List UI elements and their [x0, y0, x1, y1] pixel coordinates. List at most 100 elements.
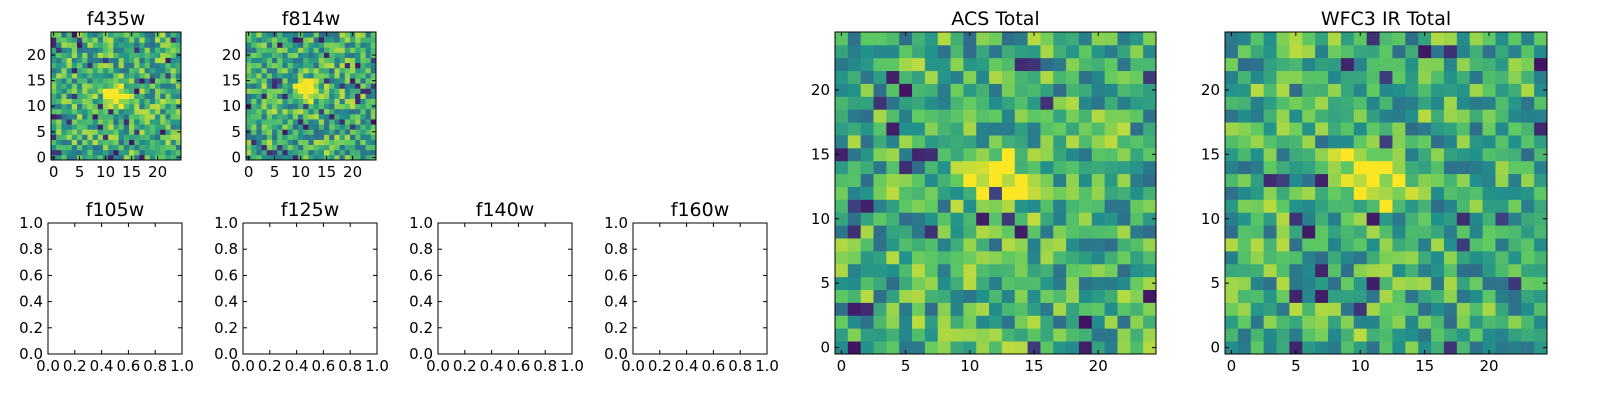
heatmap-cell — [886, 160, 900, 175]
heatmap-cell — [1482, 109, 1496, 123]
heatmap-cell — [1534, 199, 1548, 213]
heatmap-cell — [329, 149, 335, 156]
heatmap-cell — [1066, 328, 1080, 342]
heatmap-cell — [277, 67, 283, 74]
heatmap-cell — [344, 154, 351, 161]
heatmap-cell — [1469, 44, 1483, 59]
heatmap-cell — [92, 113, 99, 120]
heatmap-cell — [886, 122, 900, 136]
heatmap-cell — [1508, 341, 1522, 355]
heatmap-cell — [87, 67, 93, 74]
heatmap-cell — [292, 93, 299, 99]
heatmap-cell — [1392, 302, 1406, 316]
heatmap-cell — [365, 47, 372, 53]
heatmap-cell — [1521, 289, 1535, 303]
heatmap-cell — [899, 32, 913, 46]
heatmap-cell — [1482, 328, 1496, 342]
heatmap-cell — [1276, 212, 1290, 226]
heatmap-cell — [56, 52, 62, 58]
heatmap-cell — [1014, 122, 1028, 136]
heatmap-cell — [873, 250, 887, 265]
heatmap-cell — [1066, 341, 1080, 355]
heatmap-cell — [1521, 238, 1535, 252]
heatmap-cell — [87, 83, 93, 89]
heatmap-cell — [1014, 109, 1028, 123]
heatmap-cell — [266, 37, 273, 43]
heatmap-cell — [165, 108, 171, 115]
heatmap-cell — [1091, 32, 1106, 46]
heatmap-cell — [1405, 341, 1419, 355]
heatmap-cell — [1495, 289, 1509, 303]
heatmap-cell — [1521, 250, 1535, 265]
heatmap-cell — [303, 47, 309, 53]
heatmap-cell — [1143, 289, 1157, 303]
heatmap-cell — [266, 32, 273, 38]
heatmap-cell — [149, 52, 156, 58]
heatmap-cell — [1117, 57, 1131, 72]
heatmap-cell — [298, 42, 304, 48]
heatmap-cell — [1263, 122, 1277, 136]
heatmap-cell — [886, 135, 900, 149]
heatmap-cell — [1456, 70, 1471, 84]
heatmap-cell — [1340, 70, 1355, 84]
heatmap-cell — [847, 44, 862, 59]
heatmap-cell — [165, 113, 171, 120]
y-tick-label: 15 — [222, 72, 241, 90]
heatmap-cell — [123, 139, 130, 146]
heatmap-cell — [298, 139, 304, 146]
heatmap-cell — [87, 124, 93, 130]
heatmap-cell — [950, 44, 964, 59]
heatmap-cell — [370, 47, 377, 53]
heatmap-cell — [256, 139, 262, 146]
heatmap-cell — [66, 42, 73, 48]
heatmap-cell — [1117, 263, 1131, 278]
heatmap-cell — [87, 78, 93, 84]
heatmap-cell — [92, 47, 99, 53]
heatmap-cells-f435w — [51, 32, 182, 161]
heatmap-cell — [976, 186, 990, 200]
heatmap-cell — [1040, 186, 1054, 200]
heatmap-cell — [303, 124, 309, 130]
heatmap-cell — [899, 276, 913, 290]
heatmap-cell — [149, 62, 156, 69]
heatmap-cell — [1078, 186, 1093, 200]
heatmap-cell — [97, 67, 104, 74]
heatmap-cell — [308, 32, 314, 38]
heatmap-cell — [1091, 135, 1106, 149]
heatmap-cell — [118, 37, 125, 43]
heatmap-cell — [170, 129, 177, 135]
heatmap-cell — [1302, 289, 1316, 303]
heatmap-cell — [370, 149, 377, 156]
heatmap-cell — [873, 212, 887, 226]
heatmap-cell — [1418, 302, 1432, 316]
heatmap-cell — [1392, 70, 1406, 84]
heatmap-cell — [334, 139, 340, 146]
heatmap-cell — [1340, 186, 1355, 200]
heatmap-cell — [899, 135, 913, 149]
heatmap-cell — [155, 78, 161, 84]
heatmap-cell — [287, 83, 294, 89]
heatmap-cell — [1130, 199, 1144, 213]
heatmap-cell — [1289, 225, 1303, 239]
heatmap-cell — [272, 67, 278, 74]
heatmap-cell — [873, 160, 887, 175]
heatmap-cell — [272, 78, 278, 84]
heatmap-cell — [989, 238, 1003, 252]
heatmap-cell — [1469, 199, 1483, 213]
x-tick-label: 10 — [291, 163, 310, 181]
heatmap-cell — [308, 62, 314, 69]
heatmap-cell — [92, 37, 99, 43]
heatmap-cell — [303, 154, 309, 161]
y-tick-label: 0.4 — [19, 293, 43, 311]
heatmap-cell — [924, 147, 939, 162]
heatmap-cell — [963, 341, 977, 355]
heatmap-cell — [51, 144, 57, 151]
heatmap-cell — [303, 129, 309, 135]
heatmap-cell — [1053, 238, 1067, 252]
heatmap-cell — [1328, 276, 1342, 290]
heatmap-cell — [261, 113, 268, 120]
heatmap-cell — [123, 67, 130, 74]
heatmap-cell — [329, 83, 335, 89]
heatmap-cell — [1508, 250, 1522, 265]
heatmap-cell — [1001, 147, 1016, 162]
